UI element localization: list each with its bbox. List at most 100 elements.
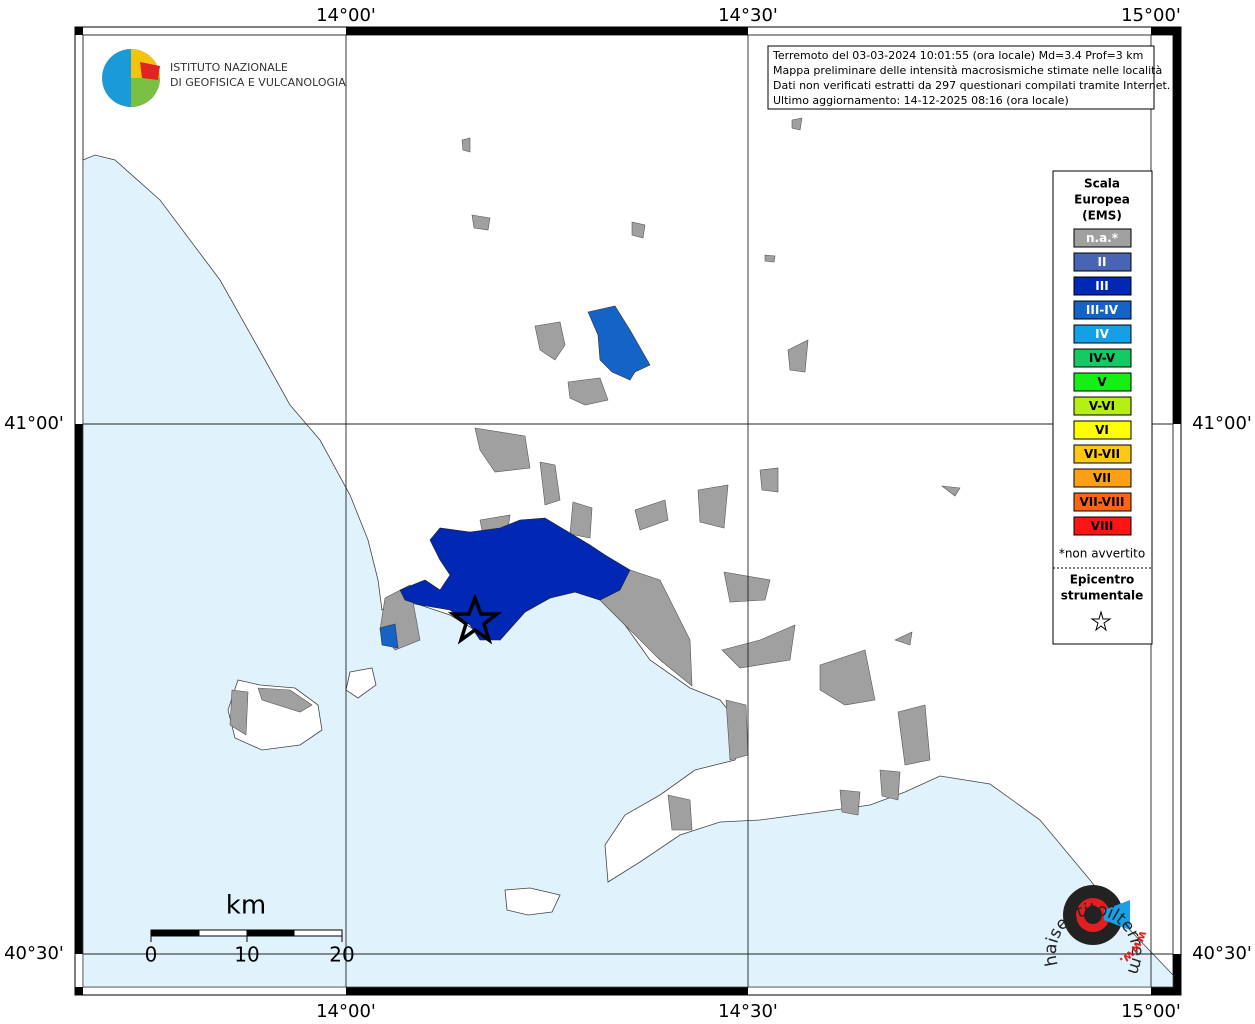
area-na (567, 377, 609, 406)
legend-label: VII (1093, 471, 1111, 485)
logo: ISTITUTO NAZIONALE DI GEOFISICA E VULCAN… (102, 49, 346, 107)
lon-label: 14°30' (718, 1001, 778, 1022)
legend-title: (EMS) (1082, 209, 1122, 223)
info-line: Dati non verificati estratti da 297 ques… (773, 79, 1170, 92)
legend-swatch (1073, 228, 1132, 248)
epicentre-star (447, 593, 503, 645)
legend-swatch (1073, 252, 1132, 272)
legend: ScalaEuropea(EMS)n.a.*IIIIIIII-IVIVIV-VV… (1073, 177, 1132, 536)
frame-band (75, 987, 83, 995)
scale-label: 20 (329, 943, 354, 967)
legend-label: V (1097, 375, 1107, 389)
legend-epicentre: Epicentro (1070, 573, 1135, 587)
scale-segment (246, 929, 295, 937)
area-na (534, 321, 566, 361)
area-na (599, 569, 693, 687)
area-na (725, 699, 749, 761)
frame-band (1151, 27, 1181, 35)
legend-swatch (1073, 300, 1132, 320)
logo-segment (140, 62, 160, 80)
info-box (767, 45, 1155, 110)
municipalities (229, 117, 961, 831)
lat-label: 40°30' (1192, 943, 1252, 964)
logo-text: DI GEOFISICA E VULCANOLOGIA (170, 76, 346, 89)
legend-swatch (1073, 444, 1132, 464)
logo-text: ISTITUTO NAZIONALE (170, 61, 288, 74)
scale-bar: km 0 10 20 (145, 891, 355, 967)
area-na (787, 339, 809, 373)
info-line: Terremoto del 03-03-2024 10:01:55 (ora l… (772, 49, 1143, 62)
island (504, 887, 561, 916)
legend-label: III-IV (1086, 303, 1119, 317)
frame-band (75, 27, 83, 35)
area-na (723, 571, 771, 603)
legend-label: VI (1095, 423, 1109, 437)
legend-swatch (1073, 420, 1132, 440)
scale-label: 10 (234, 943, 259, 967)
lon-label: 15°00' (1121, 5, 1181, 26)
legend-swatch (1073, 396, 1132, 416)
area-na (819, 649, 876, 706)
lon-label: 14°30' (718, 5, 778, 26)
frame-band (1173, 35, 1181, 424)
lat-label: 40°30' (4, 943, 64, 964)
island (345, 667, 377, 699)
info-lines: Terremoto del 03-03-2024 10:01:55 (ora l… (772, 49, 1170, 107)
lon-label: 15°00' (1121, 1001, 1181, 1022)
legend-star (1090, 610, 1112, 632)
legend-note: *non avvertito (1059, 547, 1145, 561)
legend-swatch (1073, 372, 1132, 392)
legend-swatch (1073, 276, 1132, 296)
area-na (667, 794, 693, 831)
legend-swatch (1073, 492, 1132, 512)
area-na (791, 117, 803, 131)
legend-swatch (1073, 516, 1132, 536)
lat-label: 41°00' (1192, 413, 1252, 434)
area-na (461, 137, 471, 153)
legend-label: VI-VII (1084, 447, 1120, 461)
area-na (474, 427, 531, 473)
area-na (229, 689, 249, 736)
legend-label: II (1098, 255, 1107, 269)
legend-label: V-VI (1089, 399, 1115, 413)
legend-epicentre: strumentale (1061, 589, 1144, 603)
area-iii-iv (587, 305, 651, 381)
graticule (83, 35, 1173, 987)
legend-label: n.a.* (1086, 231, 1119, 245)
legend-title: Europea (1074, 193, 1130, 207)
frame-band (1151, 987, 1181, 995)
area-na (897, 704, 931, 766)
frame-band (75, 424, 83, 954)
watermark-speaker (1104, 900, 1130, 930)
legend-swatch (1073, 348, 1132, 368)
lat-label: 41°00' (4, 413, 64, 434)
legend-label: IV (1095, 327, 1109, 341)
area-na (721, 624, 796, 669)
area-na (631, 221, 646, 239)
scale-unit: km (226, 891, 266, 921)
area-na (759, 467, 779, 493)
legend-label: VII-VIII (1079, 495, 1124, 509)
sea (82, 154, 1174, 988)
watermark-disc (1084, 906, 1102, 924)
frame-band (346, 987, 748, 995)
area-na (257, 687, 313, 713)
area-na (764, 254, 776, 263)
legend-swatch (1073, 468, 1132, 488)
legend-swatch (1073, 324, 1132, 344)
legend-label: III (1095, 279, 1108, 293)
area-na (879, 769, 901, 801)
scale-label: 0 (145, 943, 158, 967)
area-iii-iv (379, 623, 399, 649)
info-line: Ultimo aggiornamento: 14-12-2025 08:16 (… (773, 94, 1069, 107)
scale-segment (198, 929, 248, 937)
scale-segment (293, 929, 343, 937)
legend-title: Scala (1084, 177, 1120, 191)
area-na (839, 789, 861, 816)
area-na (471, 214, 491, 231)
scale-segment (150, 929, 200, 937)
legend-label: VIII (1091, 519, 1114, 533)
area-na (539, 461, 561, 506)
legend-label: IV-V (1089, 351, 1116, 365)
